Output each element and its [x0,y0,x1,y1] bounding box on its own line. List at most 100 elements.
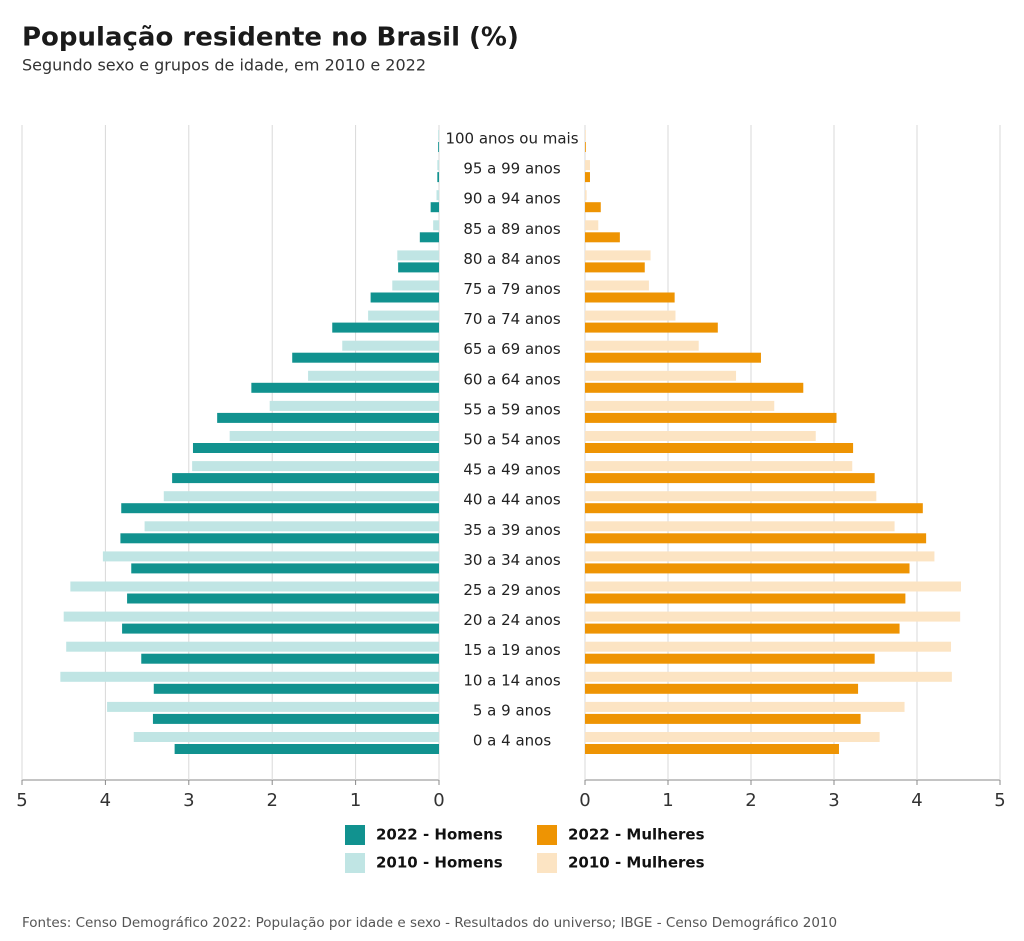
bar [332,322,439,333]
bar [585,142,586,152]
bar [70,581,439,592]
bar [585,683,859,694]
bar [585,461,853,472]
legend-label: 2010 - Mulheres [568,854,705,872]
bar [585,250,651,261]
bar [585,310,676,321]
category-label: 0 a 4 anos [473,732,551,750]
chart-subtitle: Segundo sexo e grupos de idade, em 2010 … [22,56,426,75]
category-label: 75 a 79 anos [463,280,561,298]
x-tick-label: 1 [350,790,361,811]
category-label: 40 a 44 anos [463,491,561,509]
bar [192,461,439,472]
category-label: 15 a 19 anos [463,641,561,659]
bar [127,593,440,604]
category-label: 80 a 84 anos [463,250,561,268]
bar [392,280,439,291]
bar [585,443,854,453]
bar [430,202,439,213]
bar [585,563,910,574]
bar [141,653,439,664]
x-tick-label: 0 [433,790,444,811]
bar [585,382,804,393]
bar [585,491,877,502]
bar [60,671,439,682]
bar [585,220,599,231]
bar [122,623,439,634]
x-tick-label: 0 [579,790,590,811]
bar [585,172,590,183]
bar [368,310,439,321]
x-tick-label: 4 [100,790,111,811]
category-label: 60 a 64 anos [463,370,561,388]
bar [437,172,439,183]
bar [438,130,439,140]
x-tick-label: 2 [745,790,756,811]
category-label: 45 a 49 anos [463,461,561,479]
bar [585,623,900,634]
category-label: 25 a 29 anos [463,581,561,599]
bar [229,431,439,441]
bar [121,503,439,514]
bar [585,292,675,303]
x-tick-label: 3 [183,790,194,811]
category-label: 70 a 74 anos [463,310,561,328]
category-label: 100 anos ou mais [445,130,578,148]
bar [120,533,440,544]
legend-swatch [537,825,557,845]
legend-swatch [345,853,365,873]
bar [585,202,601,213]
bar [251,382,439,393]
bar [585,744,839,754]
bar [585,521,895,532]
x-tick-label: 3 [828,790,839,811]
bar [585,400,775,411]
category-label: 85 a 89 anos [463,220,561,238]
category-label: 35 a 39 anos [463,521,561,539]
x-tick-label: 2 [266,790,277,811]
bar [102,551,439,562]
bar [217,412,439,423]
bar [585,130,586,140]
bar [133,732,440,742]
bar [131,563,439,574]
bar [585,352,761,363]
bar [585,533,927,544]
legend-label: 2022 - Homens [376,826,503,844]
bar [438,142,439,152]
bar [585,370,737,381]
bar [585,431,816,441]
bar [585,473,875,484]
bar [153,683,439,694]
category-label: 5 a 9 anos [473,701,551,719]
bar [585,322,718,333]
bar [585,160,590,171]
bar [585,551,935,562]
bar [585,611,961,622]
bar [585,503,923,514]
bar [172,473,439,484]
source-note: Fontes: Censo Demográfico 2022: Populaçã… [22,915,837,931]
legend-swatch [345,825,365,845]
category-label: 95 a 99 anos [463,160,561,178]
category-label: 50 a 54 anos [463,431,561,449]
bar [585,412,837,423]
bar [585,190,587,201]
category-label: 20 a 24 anos [463,611,561,629]
bar [192,443,439,453]
bar [585,701,905,712]
bar [342,340,439,351]
bar [585,280,649,291]
bar [436,190,439,201]
bar [433,220,439,231]
category-label: 90 a 94 anos [463,190,561,208]
category-label: 10 a 14 anos [463,671,561,689]
bar [585,713,861,724]
bar [152,713,440,724]
legend-label: 2022 - Mulheres [568,826,705,844]
category-label: 30 a 34 anos [463,551,561,569]
bar [63,611,439,622]
legend-swatch [537,853,557,873]
bar [144,521,439,532]
